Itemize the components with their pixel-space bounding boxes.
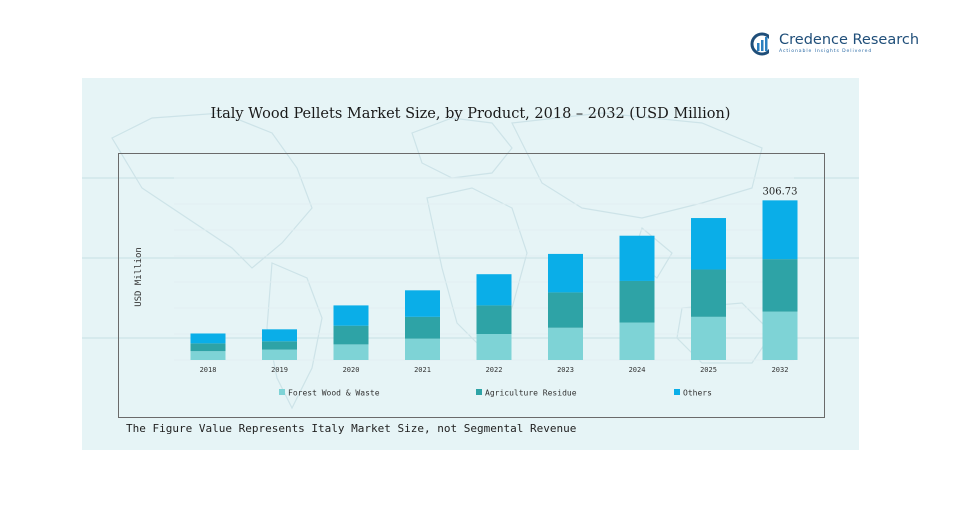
bar-segment — [762, 259, 798, 312]
x-tick-label: 2024 — [629, 366, 646, 374]
x-tick-label: 2022 — [486, 366, 503, 374]
x-tick-label: 2021 — [414, 366, 431, 374]
x-tick-label: 2018 — [200, 366, 217, 374]
x-tick-label: 2032 — [772, 366, 789, 374]
x-tick-label: 2025 — [700, 366, 717, 374]
bar-segment — [476, 334, 512, 360]
chart-frame: USD Million 2018 2019 2020 2021 2022 2023 2024 2… — [118, 153, 825, 418]
bar-segment — [619, 322, 655, 360]
x-tick-label: 2019 — [271, 366, 288, 374]
y-axis-label: USD Million — [134, 247, 144, 307]
bar-segment — [405, 290, 440, 317]
bar-segment — [405, 316, 440, 339]
legend-label: Forest Wood & Waste — [288, 389, 380, 398]
bar-segment — [190, 351, 226, 360]
legend-label: Others — [683, 389, 712, 398]
footnote: The Figure Value Represents Italy Market… — [126, 422, 577, 435]
bar-segment — [262, 349, 297, 360]
legend-label: Agriculture Residue — [485, 389, 577, 398]
bar-segment — [476, 274, 512, 306]
x-tick-label: 2023 — [557, 366, 574, 374]
bar-segment — [762, 311, 798, 360]
bar-segment — [691, 316, 726, 360]
chart-panel: Italy Wood Pellets Market Size, by Produ… — [82, 78, 859, 450]
bar-segment — [548, 253, 583, 293]
bar-segment — [262, 341, 297, 350]
bar-segment — [548, 327, 583, 360]
brand-tagline: Actionable Insights Delivered — [779, 49, 873, 54]
chart-title: Italy Wood Pellets Market Size, by Produ… — [210, 106, 731, 122]
bar-segment — [190, 333, 226, 344]
bar-segment — [333, 344, 369, 360]
bar-segment — [691, 269, 726, 317]
bar-segment — [262, 329, 297, 342]
bar-segment — [333, 325, 369, 345]
brand-logo: Credence Research Actionable Insights De… — [750, 31, 920, 57]
bar-segment — [762, 200, 798, 260]
bar-segment — [691, 218, 726, 270]
bar-segment — [619, 280, 655, 323]
legend-swatch — [279, 389, 285, 395]
legend-swatch — [476, 389, 482, 395]
bar-segment — [476, 305, 512, 334]
bar-segment — [333, 305, 369, 326]
legend-swatch — [674, 389, 680, 395]
data-label: 306.73 — [763, 186, 798, 197]
x-tick-label: 2020 — [343, 366, 360, 374]
bar-segment — [190, 343, 226, 352]
brand-name: Credence Research — [779, 32, 920, 48]
bar-segment — [548, 292, 583, 328]
bar-segment — [405, 338, 440, 360]
bar-segment — [619, 235, 655, 281]
credence-logo-icon — [750, 32, 774, 56]
stacked-bar-chart: USD Million 2018 2019 2020 2021 2022 2023 2024 2… — [134, 177, 798, 398]
